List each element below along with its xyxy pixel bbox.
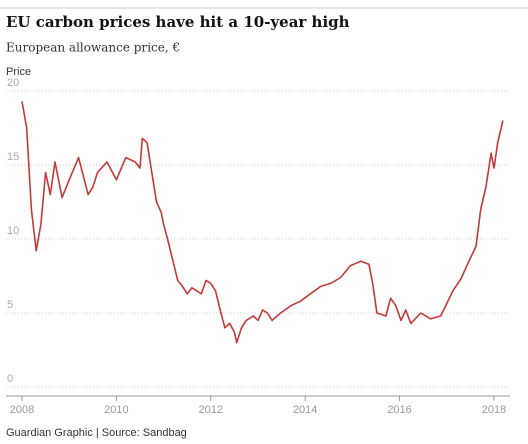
- chart-title: EU carbon prices have hit a 10-year high: [6, 13, 350, 31]
- y-tick-label: 15: [7, 151, 19, 163]
- y-tick-label: 10: [7, 225, 19, 237]
- x-tick-label: 2008: [10, 404, 34, 416]
- x-tick-label: 2010: [104, 404, 128, 416]
- source: Guardian Graphic | Source: Sandbag: [6, 427, 187, 439]
- y-tick-label: 5: [7, 299, 13, 311]
- x-tick-label: 2016: [387, 404, 411, 416]
- y-axis-label: Price: [6, 66, 31, 78]
- y-tick-label: 0: [7, 373, 13, 385]
- y-tick-label: 20: [7, 77, 19, 89]
- x-tick-label: 2014: [293, 404, 317, 416]
- chart-subtitle: European allowance price, €: [6, 41, 180, 55]
- x-tick-label: 2012: [199, 404, 223, 416]
- x-tick-label: 2018: [482, 404, 506, 416]
- price-line: [21, 101, 504, 344]
